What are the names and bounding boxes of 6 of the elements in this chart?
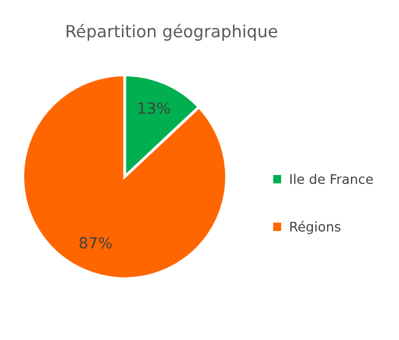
- data-label: 13%: [138, 102, 170, 114]
- chart-title: Répartition géographique: [66, 24, 278, 41]
- legend-label: Ile de France: [290, 174, 373, 184]
- pie-slice: [21, 74, 228, 280]
- data-label: 87%: [80, 237, 112, 249]
- legend-label: Régions: [290, 220, 340, 234]
